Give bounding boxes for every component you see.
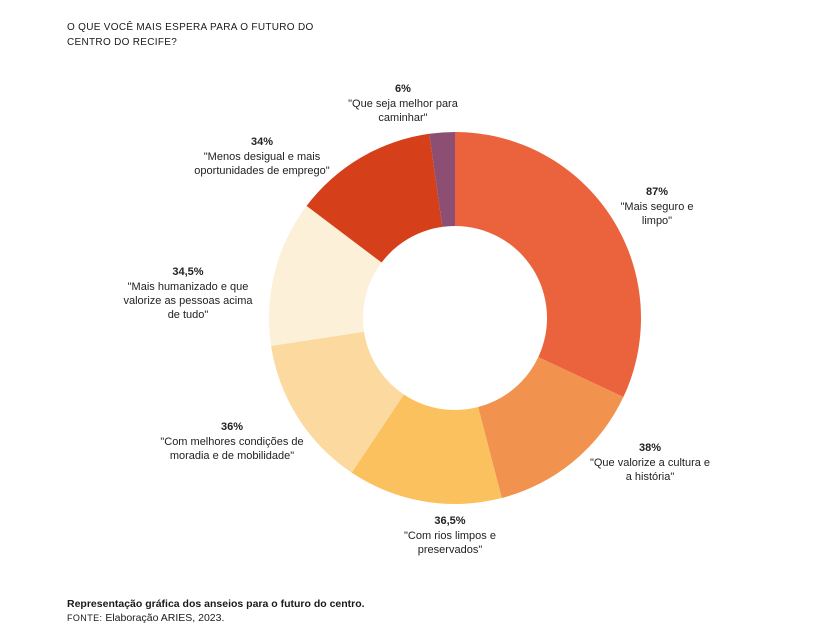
slice-label-2: 38% "Que valorize a cultura e a história"	[590, 442, 710, 483]
donut-slice-4	[271, 331, 404, 473]
chart-title: O QUE VOCÊ MAIS ESPERA PARA O FUTURO DO …	[67, 20, 327, 50]
donut-chart: 87% "Mais seguro e limpo" 38% "Que valorize …	[123, 83, 710, 556]
slice-label-line-1-2: limpo"	[642, 215, 672, 227]
slice-label-1: 87% "Mais seguro e limpo"	[621, 186, 694, 227]
slice-label-line-4-1: "Com melhores condições de	[160, 436, 303, 448]
source-text: Elaboração ARIES, 2023.	[102, 612, 225, 624]
slice-label-3: 36,5% "Com rios limpos e preservados"	[404, 515, 496, 556]
slice-percent-3: 36,5%	[434, 515, 465, 527]
figure-caption: Representação gráfica dos anseios para o…	[67, 597, 365, 625]
slice-percent-2: 38%	[639, 442, 661, 454]
donut-slice-3	[351, 394, 502, 505]
slice-label-line-5-2: valorize as pessoas acima	[123, 295, 253, 307]
slice-label-line-5-1: "Mais humanizado e que	[128, 281, 249, 293]
donut-slice-1	[455, 132, 641, 398]
caption-text: Representação gráfica dos anseios para o…	[67, 598, 365, 610]
slice-label-7: 6% "Que seja melhor para caminhar"	[348, 83, 459, 124]
slice-label-line-7-2: caminhar"	[378, 112, 427, 124]
slice-percent-7: 6%	[395, 83, 411, 95]
slice-label-line-6-1: "Menos desigual e mais	[204, 151, 321, 163]
donut-slice-2	[478, 357, 624, 499]
slice-label-line-2-1: "Que valorize a cultura e	[590, 457, 710, 469]
slice-label-line-4-2: moradia e de mobilidade"	[170, 450, 294, 462]
slice-label-5: 34,5% "Mais humanizado e que valorize as p…	[123, 266, 253, 321]
slice-label-line-6-2: oportunidades de emprego"	[194, 165, 329, 177]
caption-source: FONTE: Elaboração ARIES, 2023.	[67, 612, 224, 624]
slice-label-line-5-3: de tudo"	[168, 309, 209, 321]
slice-label-line-7-1: "Que seja melhor para	[348, 98, 459, 110]
slice-label-4: 36% "Com melhores condições de moradia e d…	[160, 421, 303, 462]
slice-label-line-3-1: "Com rios limpos e	[404, 530, 496, 542]
slice-percent-6: 34%	[251, 136, 273, 148]
slice-label-6: 34% "Menos desigual e mais oportunidades d…	[194, 136, 329, 177]
donut-slice-7	[429, 132, 455, 227]
donut-slice-5	[269, 205, 382, 346]
slice-label-line-1-1: "Mais seguro e	[621, 201, 694, 213]
chart-title-line-2: CENTRO DO RECIFE?	[67, 37, 178, 48]
slice-label-line-3-2: preservados"	[418, 544, 483, 556]
slice-percent-1: 87%	[646, 186, 668, 198]
chart-title-line-1: O QUE VOCÊ MAIS ESPERA PARA O FUTURO DO	[67, 22, 314, 33]
slice-percent-5: 34,5%	[172, 266, 203, 278]
slice-label-line-2-2: a história"	[626, 471, 675, 483]
source-label: FONTE:	[67, 613, 103, 623]
donut-slice-6	[306, 133, 443, 263]
slice-percent-4: 36%	[221, 421, 243, 433]
